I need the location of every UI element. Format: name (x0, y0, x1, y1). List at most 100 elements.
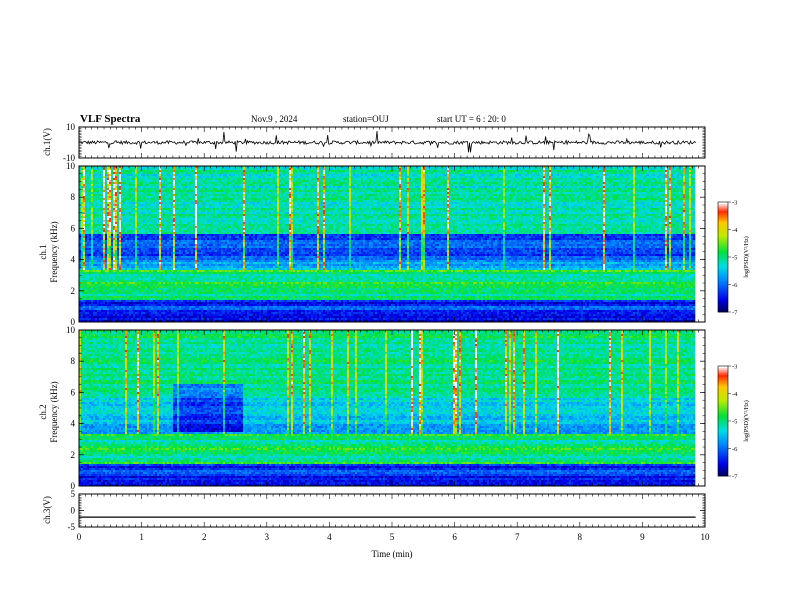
colorbar-segment (718, 452, 728, 455)
colorbar-segment (718, 444, 728, 448)
colorbar-tick-label: -3 (732, 200, 737, 207)
colorbar-segment (718, 224, 728, 227)
colorbar-segment (718, 439, 728, 442)
colorbar-segment (718, 382, 728, 385)
x-tick-label: 2 (202, 532, 207, 542)
colorbar-segment (718, 304, 728, 307)
colorbar-segment (718, 397, 728, 400)
ch3-waveform-ylabel: ch.3(V) (42, 496, 52, 524)
colorbar-segment (718, 288, 728, 291)
colorbar-segment (718, 295, 728, 298)
x-tick-label: 9 (640, 532, 645, 542)
colorbar-tick-label: -5 (732, 255, 737, 262)
colorbar-tick-label: -6 (732, 282, 738, 289)
colorbar-segment (718, 249, 728, 252)
colorbar-label: log(PSD)(V²/Hz) (743, 400, 750, 441)
colorbar-segment (718, 282, 728, 285)
y-tick-label: -10 (63, 153, 75, 163)
x-tick-label: 7 (515, 532, 520, 542)
ch1-spec-ylabel-line1: ch.1 (38, 244, 48, 259)
colorbar-segment (718, 255, 728, 258)
colorbar-segment (718, 474, 728, 477)
y-tick-label: 10 (66, 325, 76, 335)
colorbar-segment (718, 275, 728, 278)
ch1-colorbar: -3 -4 -5 -6 -7 log(PSD)(V²/Hz) (717, 200, 750, 317)
colorbar-segment (718, 202, 728, 205)
colorbar-segment (718, 260, 728, 263)
colorbar-segment (718, 457, 728, 460)
colorbar-segment (718, 461, 728, 464)
colorbar-segment (718, 373, 728, 376)
colorbar-segment (718, 268, 728, 271)
colorbar-segment (718, 402, 728, 405)
x-tick-label: 0 (77, 532, 82, 542)
colorbar-segment (718, 410, 728, 413)
y-tick-label: 4 (71, 419, 76, 429)
colorbar-segment (718, 419, 728, 422)
station-label: station=OUJ (343, 114, 389, 124)
colorbar-segment (718, 264, 728, 267)
colorbar-segment (718, 389, 728, 393)
colorbar-tick-label: -3 (732, 364, 737, 371)
colorbar-segment (718, 435, 728, 438)
colorbar-segment (718, 205, 728, 208)
colorbar-segment (718, 277, 728, 280)
colorbar-segment (718, 421, 728, 424)
x-tick-label: 8 (578, 532, 583, 542)
colorbar-segment (718, 236, 728, 240)
x-tick-label: 5 (390, 532, 395, 542)
y-tick-label: 2 (71, 450, 76, 460)
colorbar-segment (718, 470, 728, 473)
colorbar-segment (718, 417, 728, 420)
colorbar-segment (718, 229, 728, 232)
ch1-spectrogram-panel: 0 2 4 6 8 10 (66, 161, 706, 327)
colorbar-segment (718, 258, 728, 262)
colorbar-segment (718, 388, 728, 391)
colorbar-segment (718, 393, 728, 396)
colorbar-tick-label: -7 (732, 474, 738, 481)
colorbar-segment (718, 227, 728, 230)
colorbar-label: log(PSD)(V²/Hz) (743, 236, 750, 277)
y-tick-label: 2 (71, 286, 76, 296)
colorbar-segment (718, 426, 728, 429)
colorbar-segment (718, 284, 728, 287)
colorbar-segment (718, 207, 728, 210)
colorbar-segment (718, 437, 728, 440)
y-tick-label: 4 (71, 255, 76, 265)
ch2-spec-ylabel-line2: Frequency (kHz) (49, 381, 59, 442)
colorbar-segment (718, 280, 728, 284)
y-tick-label: -5 (68, 522, 76, 532)
y-tick-label: 8 (71, 192, 76, 202)
colorbar-segment (718, 454, 728, 457)
colorbar-segment (718, 293, 728, 296)
colorbar-segment (718, 301, 728, 304)
colorbar-segment (718, 247, 728, 251)
ch2-spec-ylabel-line1: ch.2 (38, 404, 48, 419)
colorbar-segment (718, 463, 728, 466)
colorbar-segment (718, 213, 728, 216)
colorbar-segment (718, 408, 728, 411)
colorbar-segment (718, 306, 728, 309)
colorbar-segment (718, 253, 728, 256)
x-tick-label: 4 (327, 532, 332, 542)
colorbar-segment (718, 244, 728, 247)
colorbar-segment (718, 269, 728, 273)
colorbar-segment (718, 366, 728, 369)
colorbar-segment (718, 441, 728, 444)
colorbar-segment (718, 271, 728, 274)
x-tick-label: 1 (139, 532, 144, 542)
y-tick-label: 0 (71, 506, 76, 516)
colorbar-segment (718, 465, 728, 468)
y-tick-label: 6 (71, 223, 76, 233)
start-time-label: start UT = 6 : 20: 0 (437, 114, 506, 124)
colorbar-segment (718, 380, 728, 383)
colorbar-segment (718, 404, 728, 407)
colorbar-segment (718, 459, 728, 462)
colorbar-segment (718, 231, 728, 234)
colorbar-segment (718, 415, 728, 418)
colorbar-segment (718, 424, 728, 427)
ch2-colorbar: -3 -4 -5 -6 -7 log(PSD)(V²/Hz) (717, 364, 750, 481)
colorbar-segment (718, 369, 728, 372)
colorbar-segment (718, 386, 728, 389)
